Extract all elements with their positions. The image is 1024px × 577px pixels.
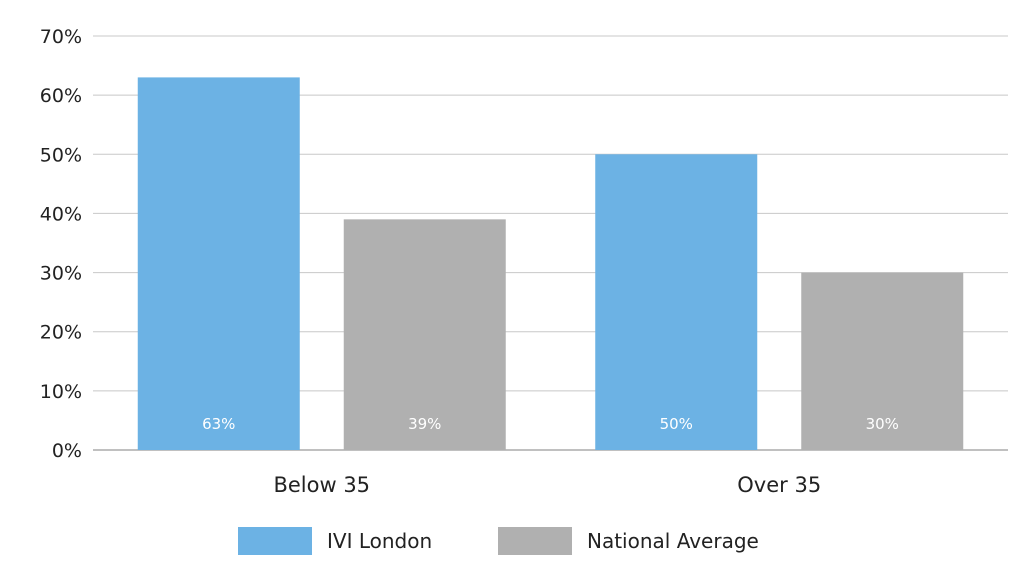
legend-swatch xyxy=(498,527,572,555)
bar-national-average-over-35 xyxy=(801,272,964,450)
y-tick-label: 70% xyxy=(40,26,82,48)
y-tick-label: 30% xyxy=(40,263,82,285)
y-tick-label: 60% xyxy=(40,85,82,107)
legend-swatch xyxy=(238,527,312,555)
y-tick-label: 0% xyxy=(52,440,82,462)
bar-value-label: 50% xyxy=(660,415,693,433)
bar-value-label: 30% xyxy=(866,415,899,433)
y-tick-label: 10% xyxy=(40,381,82,403)
y-tick-label: 40% xyxy=(40,203,82,225)
legend-label: IVI London xyxy=(327,529,432,553)
y-axis-ticks: 0% 10% 20% 30% 40% 50% 60% 70% xyxy=(40,26,82,462)
bar-ivi-london-below-35 xyxy=(137,77,300,451)
legend-label: National Average xyxy=(587,529,759,553)
x-axis-categories: Below 35 Over 35 xyxy=(273,473,821,497)
bars xyxy=(137,77,964,451)
bar-value-label: 39% xyxy=(408,415,441,433)
bar-national-average-below-35 xyxy=(343,219,506,450)
bar-ivi-london-over-35 xyxy=(595,154,758,451)
legend: IVI London National Average xyxy=(238,527,759,555)
bar-value-label: 63% xyxy=(202,415,235,433)
y-tick-label: 20% xyxy=(40,322,82,344)
data-labels: 63% 39% 50% 30% xyxy=(202,415,899,433)
y-tick-label: 50% xyxy=(40,144,82,166)
x-category-label: Over 35 xyxy=(737,473,821,497)
x-category-label: Below 35 xyxy=(273,473,370,497)
